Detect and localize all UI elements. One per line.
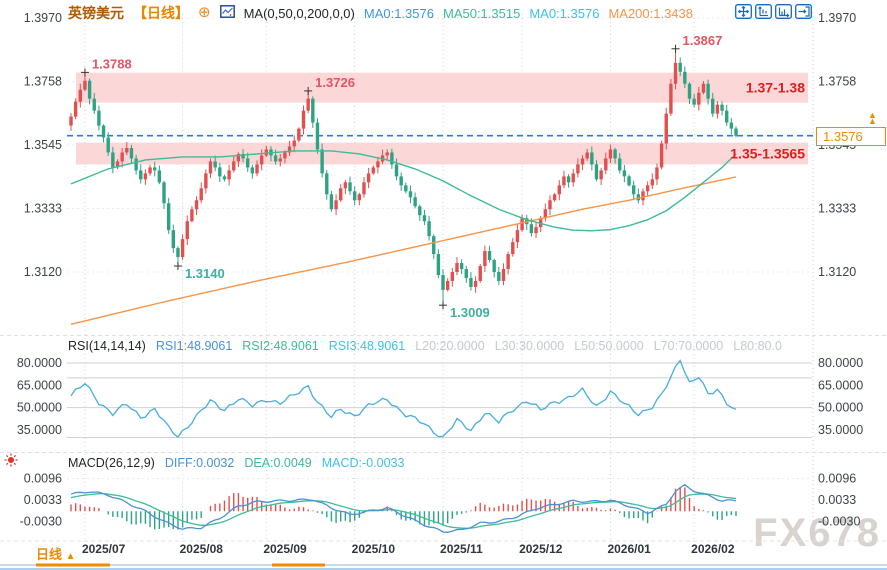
svg-text:1.3120: 1.3120: [24, 265, 62, 279]
rsi-level-50: L50:50.0000: [574, 339, 644, 353]
svg-text:1.3726: 1.3726: [315, 75, 355, 90]
tab-up-triangle-icon: ▲: [65, 551, 76, 562]
svg-text:-0.0030: -0.0030: [20, 515, 62, 529]
timeframe-label[interactable]: 【日线】: [133, 5, 189, 21]
chart-header: 英镑美元 【日线】 ⊕ MA(0,50,0,200,0,0) MA0:1.357…: [68, 3, 693, 23]
current-price-value: 1.3576: [823, 128, 863, 144]
svg-text:1.3970: 1.3970: [818, 11, 856, 25]
chart-toolbar: [735, 4, 812, 24]
svg-text:1.3545: 1.3545: [24, 138, 62, 152]
watermark: FX678: [753, 511, 881, 555]
ma-formula: MA(0,50,0,200,0,0): [243, 5, 355, 21]
svg-text:2025/10: 2025/10: [352, 542, 396, 556]
candles-layer[interactable]: [69, 48, 738, 306]
rsi3-value: RSI3:48.9061: [328, 339, 406, 353]
svg-text:35.0000: 35.0000: [818, 423, 863, 437]
moving-averages-layer: [70, 150, 737, 325]
svg-text:1.3970: 1.3970: [24, 11, 62, 25]
ma0-value: MA0:1.3576: [363, 5, 434, 21]
ma200-value: MA200:1.3438: [608, 5, 694, 21]
svg-text:80.0000: 80.0000: [818, 356, 863, 370]
rsi-title[interactable]: RSI(14,14,14): [68, 339, 146, 353]
svg-text:1.3867: 1.3867: [683, 33, 723, 48]
macd-hist-value: MACD:-0.0033: [321, 456, 405, 470]
add-compare-icon[interactable]: ⊕: [198, 4, 211, 21]
chart-type-icon[interactable]: [219, 5, 235, 21]
price-up-arrows-icon: ▲ ▲: [868, 109, 877, 126]
rsi-level-80: L80:80.0: [733, 339, 782, 353]
macd-panel-layer: 0.0096 0.0096 0.0033 0.0033 -0.0030 -0.0030: [20, 471, 860, 533]
rsi1-value: RSI1:48.9061: [155, 339, 233, 353]
symbol-name[interactable]: 英镑美元: [68, 5, 124, 21]
time-axis-labels: 2025/07 2025/08 2025/09 2025/10 2025/11 2025/…: [82, 542, 735, 556]
annotations-layer: 1.37-1.38 1.35-1.3565 1.3788 1.3726 1.3867 1.…: [80, 33, 805, 320]
ma0-value-2: MA0:1.3576: [529, 5, 600, 21]
macd-dea-value: DEA:0.0049: [244, 456, 312, 470]
svg-text:65.0000: 65.0000: [17, 378, 62, 392]
svg-text:2025/12: 2025/12: [519, 542, 563, 556]
svg-text:50.0000: 50.0000: [818, 401, 863, 415]
macd-title[interactable]: MACD(26,12,9): [68, 456, 155, 470]
rsi-panel-layer: 80.0000 80.0000 65.0000 65.0000 50.0000 50.00…: [17, 356, 863, 438]
svg-text:1.35-1.3565: 1.35-1.3565: [730, 146, 805, 162]
ma50-value: MA50:1.3515: [442, 5, 521, 21]
ma50-line: [70, 150, 737, 232]
svg-text:0.0033: 0.0033: [24, 493, 62, 507]
rsi-line: [70, 359, 737, 438]
svg-text:2025/07: 2025/07: [82, 542, 126, 556]
rsi-level-30: L30:30.0000: [494, 339, 565, 353]
svg-text:1.37-1.38: 1.37-1.38: [746, 80, 805, 96]
svg-text:2026/01: 2026/01: [607, 542, 651, 556]
tab-daily-label: 日线: [36, 547, 63, 562]
svg-text:1.3758: 1.3758: [24, 74, 62, 88]
price-axis-labels: 1.39701.39701.37581.37581.35451.35451.33…: [24, 11, 857, 279]
scale-y-axis-icon[interactable]: [755, 4, 772, 24]
current-price-tag[interactable]: 1.3576: [816, 126, 886, 146]
tab-daily[interactable]: 日线 ▲: [36, 544, 76, 563]
ma200-line: [70, 176, 737, 325]
macd-diff-value: DIFF:0.0032: [164, 456, 235, 470]
svg-text:2025/09: 2025/09: [263, 542, 307, 556]
svg-text:0.0096: 0.0096: [818, 471, 856, 485]
indicator-settings-icon[interactable]: [3, 452, 19, 473]
svg-text:1.3333: 1.3333: [818, 201, 856, 215]
dea-line: [70, 493, 737, 529]
rsi-level-70: L70:70.0000: [653, 339, 724, 353]
svg-text:1.3788: 1.3788: [92, 56, 132, 71]
diff-line: [70, 483, 737, 533]
svg-text:50.0000: 50.0000: [17, 401, 62, 415]
svg-text:1.3140: 1.3140: [185, 266, 225, 281]
svg-text:0.0033: 0.0033: [818, 493, 856, 507]
macd-panel-header: MACD(26,12,9) DIFF:0.0032 DEA:0.0049 MAC…: [68, 456, 404, 470]
rsi2-value: RSI2:48.9061: [242, 339, 319, 353]
svg-text:2025/08: 2025/08: [180, 542, 224, 556]
svg-text:2026/02: 2026/02: [691, 542, 735, 556]
exit-chart-icon[interactable]: [795, 4, 812, 24]
bottom-scrollbar[interactable]: [0, 563, 887, 570]
svg-text:80.0000: 80.0000: [17, 356, 62, 370]
svg-text:2025/11: 2025/11: [440, 542, 483, 556]
svg-text:1.3333: 1.3333: [24, 201, 62, 215]
scale-x-axis-icon[interactable]: [775, 4, 792, 24]
svg-text:-0.0030: -0.0030: [818, 515, 860, 529]
svg-text:0.0096: 0.0096: [24, 471, 62, 485]
rsi-panel-header: RSI(14,14,14) RSI1:48.9061 RSI2:48.9061 …: [68, 339, 782, 353]
svg-text:1.3009: 1.3009: [450, 305, 490, 320]
price-zones-layer: [76, 72, 808, 165]
svg-text:35.0000: 35.0000: [17, 423, 62, 437]
svg-text:1.3120: 1.3120: [818, 265, 856, 279]
rsi-level-20: L20:20.0000: [415, 339, 485, 353]
svg-text:65.0000: 65.0000: [818, 378, 863, 392]
pan-icon[interactable]: [735, 4, 752, 24]
svg-text:1.3758: 1.3758: [818, 74, 856, 88]
